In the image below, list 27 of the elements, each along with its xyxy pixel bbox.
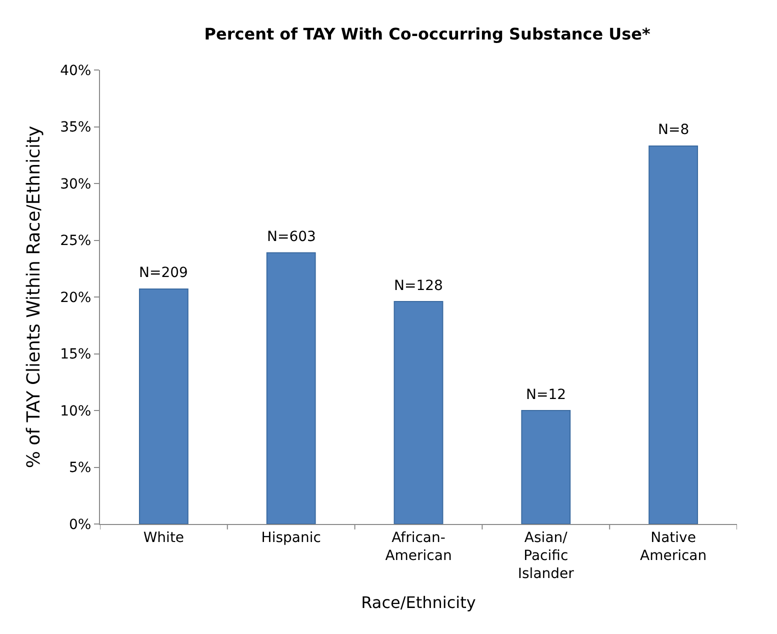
y-axis-title: % of TAY Clients Within Race/Ethnicity [23,125,44,468]
bar [521,410,571,524]
bar [266,252,316,524]
y-tick-label: 35% [60,120,92,136]
x-tick-label: White [143,530,184,546]
y-tick-label: 15% [60,346,92,363]
y-tick-label: 0% [68,516,92,533]
x-tick-label: African- American [385,530,452,564]
bar [648,146,698,524]
annotation: N=128 [394,278,443,294]
bar [138,288,188,524]
x-axis-title: Race/Ethnicity [361,592,476,612]
bar [394,301,444,524]
x-tick-label: Native American [640,530,707,564]
annotation: N=603 [267,229,316,245]
y-tick-label: 40% [60,62,92,79]
y-tick-label: 5% [68,460,92,476]
annotation: N=8 [658,122,690,138]
x-tick-label: Hispanic [261,530,321,546]
annotation: N=209 [139,265,188,281]
x-tick-label: Asian/ Pacific Islander [518,530,574,582]
y-tick-label: 30% [60,176,92,192]
y-tick-label: 20% [60,290,92,306]
chart-title: Percent of TAY With Co-occurring Substance Use* [204,24,652,44]
y-tick-label: 25% [60,233,92,250]
y-tick-label: 10% [60,403,92,420]
annotation: N=12 [526,387,566,403]
